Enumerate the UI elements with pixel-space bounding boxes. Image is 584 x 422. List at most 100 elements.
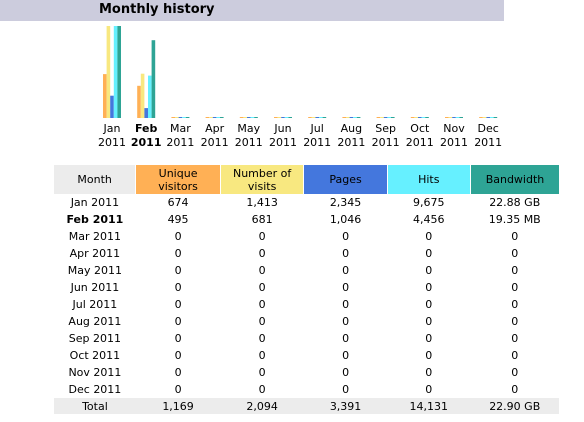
bar-number-of-visits-jul [311,117,316,118]
x-tick-year: 2011 [303,136,331,149]
bar-pages-mar [178,117,183,118]
x-tick-year: 2011 [269,136,297,149]
bar-bandwidth-apr [220,117,224,118]
monthly-history-table: Month Unique visitors Number of visits P… [54,165,559,414]
total-bandwidth-cell: 22.90 GB [470,398,559,414]
bar-bandwidth-feb [151,40,156,119]
pages-cell: 2,345 [329,196,362,209]
x-tick-year: 2011 [131,136,162,149]
pages-cell: 0 [342,383,350,396]
unique-visitors-cell: 0 [174,349,182,362]
month-cell: Sep 2011 [68,332,122,345]
month-cell: Feb 2011 [66,213,124,226]
hits-cell: 0 [425,349,433,362]
bandwidth-cell: 0 [511,247,519,260]
bar-hits-feb [148,75,152,118]
bar-bandwidth-oct [425,117,429,118]
bar-number-of-visits-mar [175,117,179,118]
section-header: Monthly history [0,0,504,21]
visits-cell: 0 [258,298,266,311]
bar-unique-visitors-apr [205,117,210,118]
bar-hits-nov [455,117,460,118]
month-cell: Jul 2011 [72,298,118,311]
month-cell: Dec 2011 [68,383,122,396]
hits-cell: 0 [425,281,433,294]
pages-cell: 0 [342,298,350,311]
table-row: Feb 2011 495 681 1,046 4,456 19.35 MB [54,211,559,228]
bar-number-of-visits-nov [448,117,453,118]
table-row: Apr 2011 0 0 0 0 0 [54,245,559,262]
hits-cell: 0 [425,247,433,260]
bar-number-of-visits-feb [140,73,145,118]
visits-cell: 0 [258,383,266,396]
x-tick-month: Jan [103,122,121,135]
bar-unique-visitors-nov [445,117,449,118]
unique-visitors-cell: 0 [174,298,182,311]
x-tick-month: Dec [478,122,499,135]
x-tick-year: 2011 [474,136,502,149]
x-tick-year: 2011 [235,136,263,149]
bandwidth-cell: 0 [511,298,519,311]
pages-cell: 0 [342,264,350,277]
bar-bandwidth-jul [322,117,327,118]
visits-cell: 0 [258,264,266,277]
bar-unique-visitors-aug [342,117,346,118]
x-tick-year: 2011 [201,136,229,149]
total-row: Total 1,169 2,094 3,391 14,131 22.90 GB [54,398,559,414]
bar-unique-visitors-jul [308,117,312,118]
unique-visitors-cell: 0 [174,247,182,260]
x-tick-year: 2011 [166,136,194,149]
x-tick-year: 2011 [440,136,468,149]
month-cell: Jan 2011 [70,196,120,209]
bar-bandwidth-dec [493,117,498,118]
bar-pages-jan [110,95,114,118]
unique-visitors-cell: 0 [174,383,182,396]
visits-cell: 1,413 [246,196,278,209]
x-tick-month: Nov [443,122,465,135]
bandwidth-cell: 22.88 GB [489,196,541,209]
pages-cell: 0 [342,349,350,362]
bar-bandwidth-jan [117,26,121,118]
table-row: Jan 2011 674 1,413 2,345 9,675 22.88 GB [54,194,559,211]
x-tick-month: Mar [170,122,191,135]
col-pages-header: Pages [303,165,388,194]
x-tick-month: Sep [375,122,396,135]
unique-visitors-cell: 0 [174,366,182,379]
month-cell: Aug 2011 [68,315,122,328]
bar-hits-oct [421,117,426,118]
col-month-header: Month [54,165,137,194]
bandwidth-cell: 0 [511,264,519,277]
bar-bandwidth-mar [185,117,190,118]
bandwidth-cell: 0 [511,349,519,362]
bar-unique-visitors-dec [479,117,483,118]
x-tick-month: Apr [205,122,225,135]
bandwidth-cell: 0 [511,230,519,243]
visits-cell: 0 [258,315,266,328]
bar-hits-dec [490,117,494,118]
unique-visitors-cell: 0 [174,332,182,345]
table-row: Jul 2011 0 0 0 0 0 [54,296,559,313]
visits-cell: 0 [258,230,266,243]
table-row: Mar 2011 0 0 0 0 0 [54,228,559,245]
bar-pages-jul [315,117,319,118]
month-cell: Mar 2011 [68,230,122,243]
bar-number-of-visits-oct [414,117,418,118]
visits-cell: 0 [258,247,266,260]
bar-unique-visitors-oct [410,117,415,118]
bar-pages-sep [383,117,388,118]
visits-cell: 0 [258,281,266,294]
pages-cell: 0 [342,247,350,260]
unique-visitors-cell: 495 [167,213,189,226]
unique-visitors-cell: 0 [174,281,182,294]
hits-cell: 9,675 [413,196,445,209]
total-visits-cell: 2,094 [220,398,304,414]
bandwidth-cell: 0 [511,332,519,345]
x-tick-month: Feb [135,122,158,135]
pages-cell: 0 [342,366,350,379]
hits-cell: 0 [425,366,433,379]
unique-visitors-cell: 674 [167,196,189,209]
total-hits-cell: 14,131 [387,398,471,414]
bandwidth-cell: 0 [511,281,519,294]
hits-cell: 0 [425,332,433,345]
bar-hits-jun [284,117,289,118]
